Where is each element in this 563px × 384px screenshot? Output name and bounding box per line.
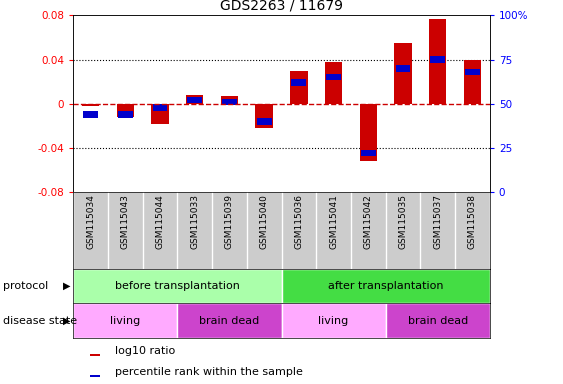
Text: GSM115038: GSM115038 (468, 194, 477, 249)
Bar (326, 74, 341, 81)
Text: GSM115043: GSM115043 (121, 194, 129, 249)
Text: disease state: disease state (3, 316, 77, 326)
Bar (90, 354, 100, 356)
Text: living: living (110, 316, 140, 326)
Bar (465, 69, 480, 75)
Bar (83, 111, 98, 118)
Bar (153, 104, 167, 111)
Bar (187, 97, 202, 103)
Bar (361, 150, 376, 156)
Text: GSM115034: GSM115034 (86, 194, 95, 249)
Title: GDS2263 / 11679: GDS2263 / 11679 (220, 0, 343, 13)
Bar (90, 375, 100, 377)
Bar (386, 303, 490, 338)
Text: GSM115041: GSM115041 (329, 194, 338, 249)
Text: living: living (319, 316, 348, 326)
Bar (256, 104, 273, 128)
Bar (394, 43, 412, 104)
Text: brain dead: brain dead (199, 316, 260, 326)
Bar (73, 269, 282, 303)
Bar (430, 56, 445, 63)
Bar (360, 104, 377, 161)
Bar (325, 62, 342, 104)
Text: GSM115033: GSM115033 (190, 194, 199, 249)
Bar (257, 118, 271, 125)
Text: brain dead: brain dead (408, 316, 468, 326)
Text: GSM115037: GSM115037 (434, 194, 442, 249)
Text: before transplantation: before transplantation (115, 281, 240, 291)
Text: GSM115044: GSM115044 (155, 194, 164, 249)
Text: percentile rank within the sample: percentile rank within the sample (115, 367, 303, 377)
Bar (221, 96, 238, 104)
Bar (82, 104, 99, 106)
Bar (117, 104, 134, 117)
Text: ▶: ▶ (62, 281, 70, 291)
Bar (73, 303, 177, 338)
Bar (429, 19, 446, 104)
Bar (464, 60, 481, 104)
Bar (396, 65, 410, 72)
Text: GSM115035: GSM115035 (399, 194, 408, 249)
Bar (222, 99, 237, 105)
Bar (282, 303, 386, 338)
Text: protocol: protocol (3, 281, 48, 291)
Bar (292, 79, 306, 86)
Text: GSM115039: GSM115039 (225, 194, 234, 249)
Bar (186, 95, 203, 104)
Text: GSM115042: GSM115042 (364, 194, 373, 249)
Bar (151, 104, 169, 124)
Bar (177, 303, 282, 338)
Bar (118, 111, 133, 118)
Text: ▶: ▶ (62, 316, 70, 326)
Text: after transplantation: after transplantation (328, 281, 444, 291)
Text: GSM115036: GSM115036 (294, 194, 303, 249)
Text: GSM115040: GSM115040 (260, 194, 269, 249)
Text: log10 ratio: log10 ratio (115, 346, 175, 356)
Bar (282, 269, 490, 303)
Bar (290, 71, 307, 104)
